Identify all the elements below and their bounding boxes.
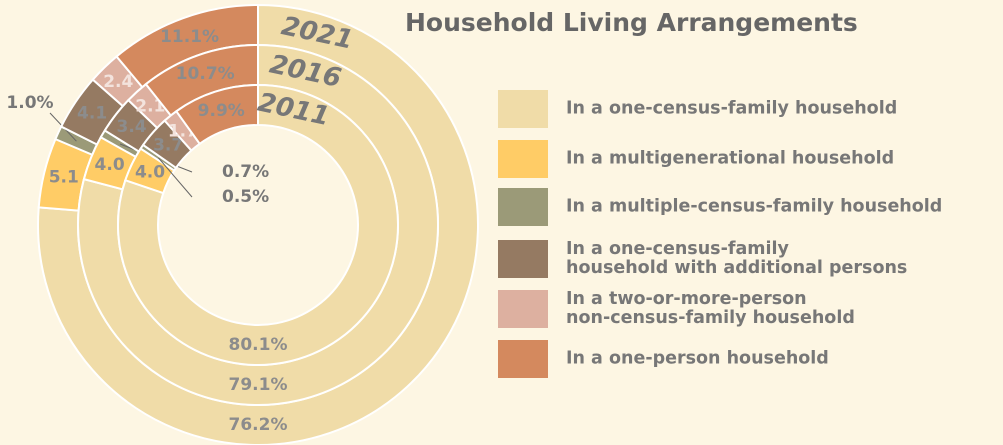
value-label: 1.0% [6,93,53,113]
legend-label: In a one-census-family household with ad… [566,239,908,278]
value-label: 76.2% [229,415,288,435]
value-label: 3.4 [117,117,147,137]
value-label: 3.7 [153,135,183,155]
value-label: 4.0 [95,155,125,175]
legend-label: In a multigenerational household [566,148,895,169]
legend-item: In a multiple-census-family household [498,188,1003,226]
value-label: 0.5% [222,187,269,207]
value-label: 5.1 [49,167,79,187]
value-label: 2.1 [135,97,165,117]
value-label: 10.7% [176,64,235,84]
value-label: 0.7% [222,162,269,182]
legend-swatch [498,188,548,226]
value-label: 79.1% [229,375,288,395]
legend-label: In a two-or-more-person non-census-famil… [566,289,855,328]
legend-label: In a one-person household [566,348,829,369]
leader-line [158,157,193,198]
ring-segment [174,83,259,146]
value-label: 80.1% [229,335,288,355]
chart-title: Household Living Arrangements [405,8,858,37]
legend-item: In a multigenerational household [498,140,1003,178]
legend-swatch [498,240,548,278]
legend-swatch [498,140,548,178]
legend-item: In a one-person household [498,340,1003,378]
legend-swatch [498,290,548,328]
legend-label: In a one-census-family household [566,98,898,119]
legend-item: In a two-or-more-person non-census-famil… [498,290,1003,328]
value-label: 2.4 [103,72,133,92]
ring-segment [117,83,399,366]
legend-item: In a one-census-family household [498,90,1003,128]
value-label: 11.1% [160,27,219,47]
legend-swatch [498,90,548,128]
value-label: 9.9% [198,101,245,121]
legend-item: In a one-census-family household with ad… [498,240,1003,278]
value-label: 4.0 [135,163,165,183]
legend-label: In a multiple-census-family household [566,196,943,217]
legend-swatch [498,340,548,378]
value-label: 4.1 [77,103,107,123]
